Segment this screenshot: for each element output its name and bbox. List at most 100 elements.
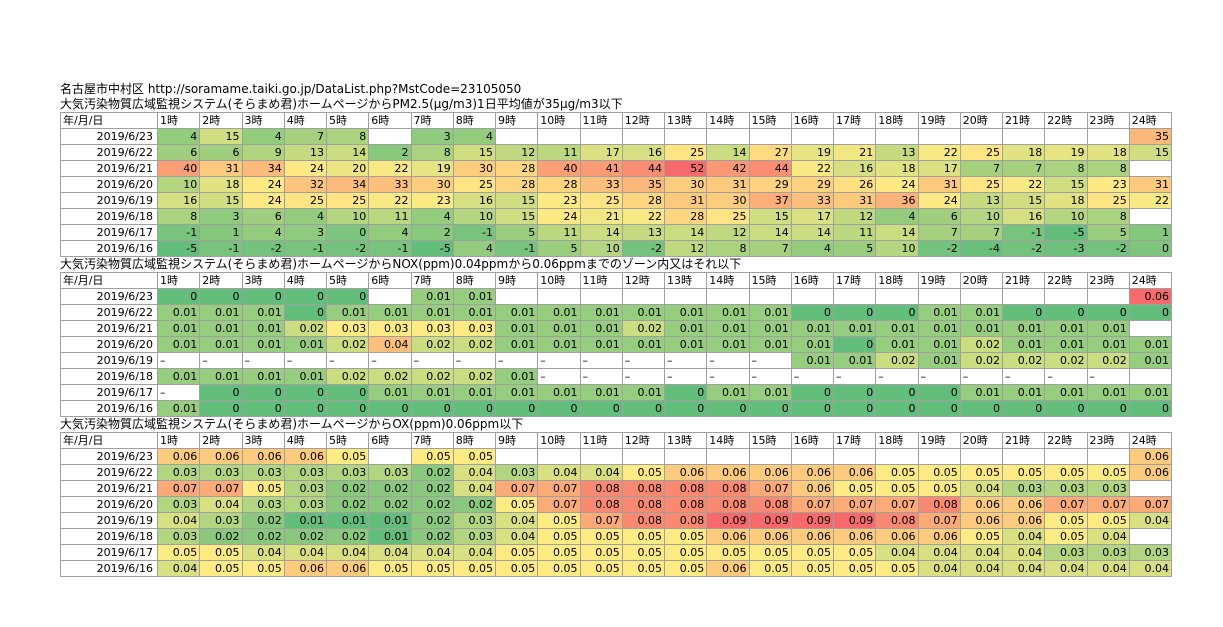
value-cell: 25 — [706, 208, 750, 225]
value-cell: 27 — [748, 144, 792, 161]
value-cell: 0 — [621, 400, 666, 417]
value-cell: 0 — [325, 224, 370, 241]
value-cell: 26 — [832, 176, 877, 193]
value-cell: 0.09 — [748, 512, 792, 529]
table-row: 2019/6/21 40 31 34 24 20 22 19 30 28 40 41 44 52 42 44 2… — [60, 160, 1173, 177]
value-cell: 4 — [790, 240, 835, 257]
value-cell: 30 — [410, 176, 454, 193]
value-cell: 0.05 — [494, 560, 539, 577]
value-cell: 0.02 — [410, 528, 454, 545]
value-cell: 0.01 — [579, 384, 623, 401]
value-cell: 0.03 — [368, 320, 412, 337]
value-cell: 0.04 — [917, 544, 961, 561]
value-cell — [579, 128, 623, 145]
value-cell: 24 — [241, 176, 285, 193]
value-cell: 0.06 — [1001, 512, 1046, 529]
value-cell: 0.01 — [706, 336, 750, 353]
value-cell: 25 — [663, 144, 708, 161]
value-cell: 0 — [1001, 304, 1046, 321]
date-column-header: 年/月/日 — [60, 272, 158, 289]
value-cell: 0.01 — [748, 384, 792, 401]
value-cell: 0.01 — [368, 528, 412, 545]
value-cell: 0.07 — [1128, 496, 1173, 513]
value-cell: 0.02 — [1044, 352, 1088, 369]
value-cell: 3 — [199, 208, 243, 225]
value-cell: 22 — [1128, 192, 1173, 209]
value-cell: 10 — [325, 208, 370, 225]
table-row: 2019/6/22 0.01 0.01 0.01 0 0.01 0.01 0.01 0.01 0.… — [60, 304, 1173, 321]
value-cell: 6 — [156, 144, 201, 161]
value-cell: 8 — [1044, 160, 1088, 177]
value-cell — [748, 448, 792, 465]
value-cell: 0.02 — [368, 480, 412, 497]
value-cell: 0.02 — [241, 528, 285, 545]
row-date-cell: 2019/6/23 — [60, 288, 158, 305]
value-cell: 0.03 — [368, 464, 412, 481]
table-row: 2019/6/18 0.01 0.01 0.01 0.01 0.02 0.02 0.02 0.0… — [60, 368, 1173, 385]
spreadsheet: 名古屋市中村区 http://soramame.taiki.go.jp/Data… — [60, 82, 1173, 577]
value-cell: 17 — [917, 160, 961, 177]
value-cell: 34 — [325, 176, 370, 193]
value-cell — [832, 128, 877, 145]
header-row: 年/月/日 1時 2時 3時 4時 5時 6時 7時 8時 9時 10時 11時 12時 13時 14時 15… — [60, 112, 1173, 129]
hour-column-header: 23時 — [1086, 272, 1130, 289]
table-row: 2019/6/20 10 18 24 32 34 33 30 25 28 28 33 35 30 31 29 2… — [60, 176, 1173, 193]
hour-column-header: 5時 — [325, 272, 370, 289]
value-cell: 0.05 — [410, 560, 454, 577]
value-cell — [621, 448, 666, 465]
table-row: 2019/6/16 0.04 0.05 0.05 0.06 0.06 0.05 0.05 0.0… — [60, 560, 1173, 577]
table-row: 2019/6/19 16 15 24 25 25 22 23 16 15 23 25 28 31 30 37 3… — [60, 192, 1173, 209]
value-cell: 0.01 — [494, 368, 539, 385]
value-cell: 0.01 — [494, 384, 539, 401]
value-cell: 0.01 — [579, 304, 623, 321]
value-cell: 10 — [156, 176, 201, 193]
value-cell: 15 — [1128, 144, 1173, 161]
value-cell: 0.06 — [832, 464, 877, 481]
value-cell — [368, 128, 412, 145]
value-cell: 15 — [748, 208, 792, 225]
value-cell: -1 — [199, 240, 243, 257]
value-cell: 0.01 — [621, 304, 666, 321]
value-cell: 8 — [1086, 160, 1130, 177]
value-cell: 0.08 — [579, 480, 623, 497]
value-cell: – — [748, 352, 792, 369]
value-cell: 16 — [452, 192, 497, 209]
value-cell: 0.05 — [663, 560, 708, 577]
value-cell: 0.01 — [621, 384, 666, 401]
value-cell: 0.03 — [283, 480, 328, 497]
value-cell — [621, 128, 666, 145]
value-cell: 5 — [1086, 224, 1130, 241]
value-cell: – — [199, 352, 243, 369]
table-row: 2019/6/21 0.07 0.07 0.05 0.03 0.02 0.02 0.02 0.0… — [60, 480, 1173, 497]
value-cell: 14 — [325, 144, 370, 161]
value-cell: 0.08 — [917, 496, 961, 513]
value-cell: 0.08 — [621, 496, 666, 513]
value-cell: 20 — [325, 160, 370, 177]
value-cell: 23 — [410, 192, 454, 209]
hour-column-header: 18時 — [875, 272, 919, 289]
hour-column-header: 21時 — [1001, 112, 1046, 129]
value-cell: 0 — [663, 384, 708, 401]
row-date-cell: 2019/6/17 — [60, 544, 158, 561]
value-cell: 31 — [832, 192, 877, 209]
value-cell — [663, 448, 708, 465]
value-cell: 0.05 — [1086, 512, 1130, 529]
value-cell: 0.05 — [537, 544, 581, 561]
hour-column-header: 12時 — [621, 432, 666, 449]
value-cell: 0.01 — [917, 304, 961, 321]
value-cell: 0.05 — [494, 496, 539, 513]
row-date-cell: 2019/6/19 — [60, 352, 158, 369]
hour-column-header: 24時 — [1128, 432, 1173, 449]
value-cell: 22 — [368, 192, 412, 209]
value-cell: 0.04 — [875, 544, 919, 561]
value-cell: 0.04 — [452, 464, 497, 481]
value-cell: -3 — [1044, 240, 1088, 257]
value-cell: 0 — [832, 336, 877, 353]
value-cell: 12 — [706, 224, 750, 241]
value-cell: 37 — [748, 192, 792, 209]
value-cell: 11 — [537, 144, 581, 161]
value-cell: 0.07 — [917, 512, 961, 529]
value-cell: 0.03 — [410, 320, 454, 337]
value-cell: 0.04 — [452, 480, 497, 497]
value-cell — [537, 128, 581, 145]
